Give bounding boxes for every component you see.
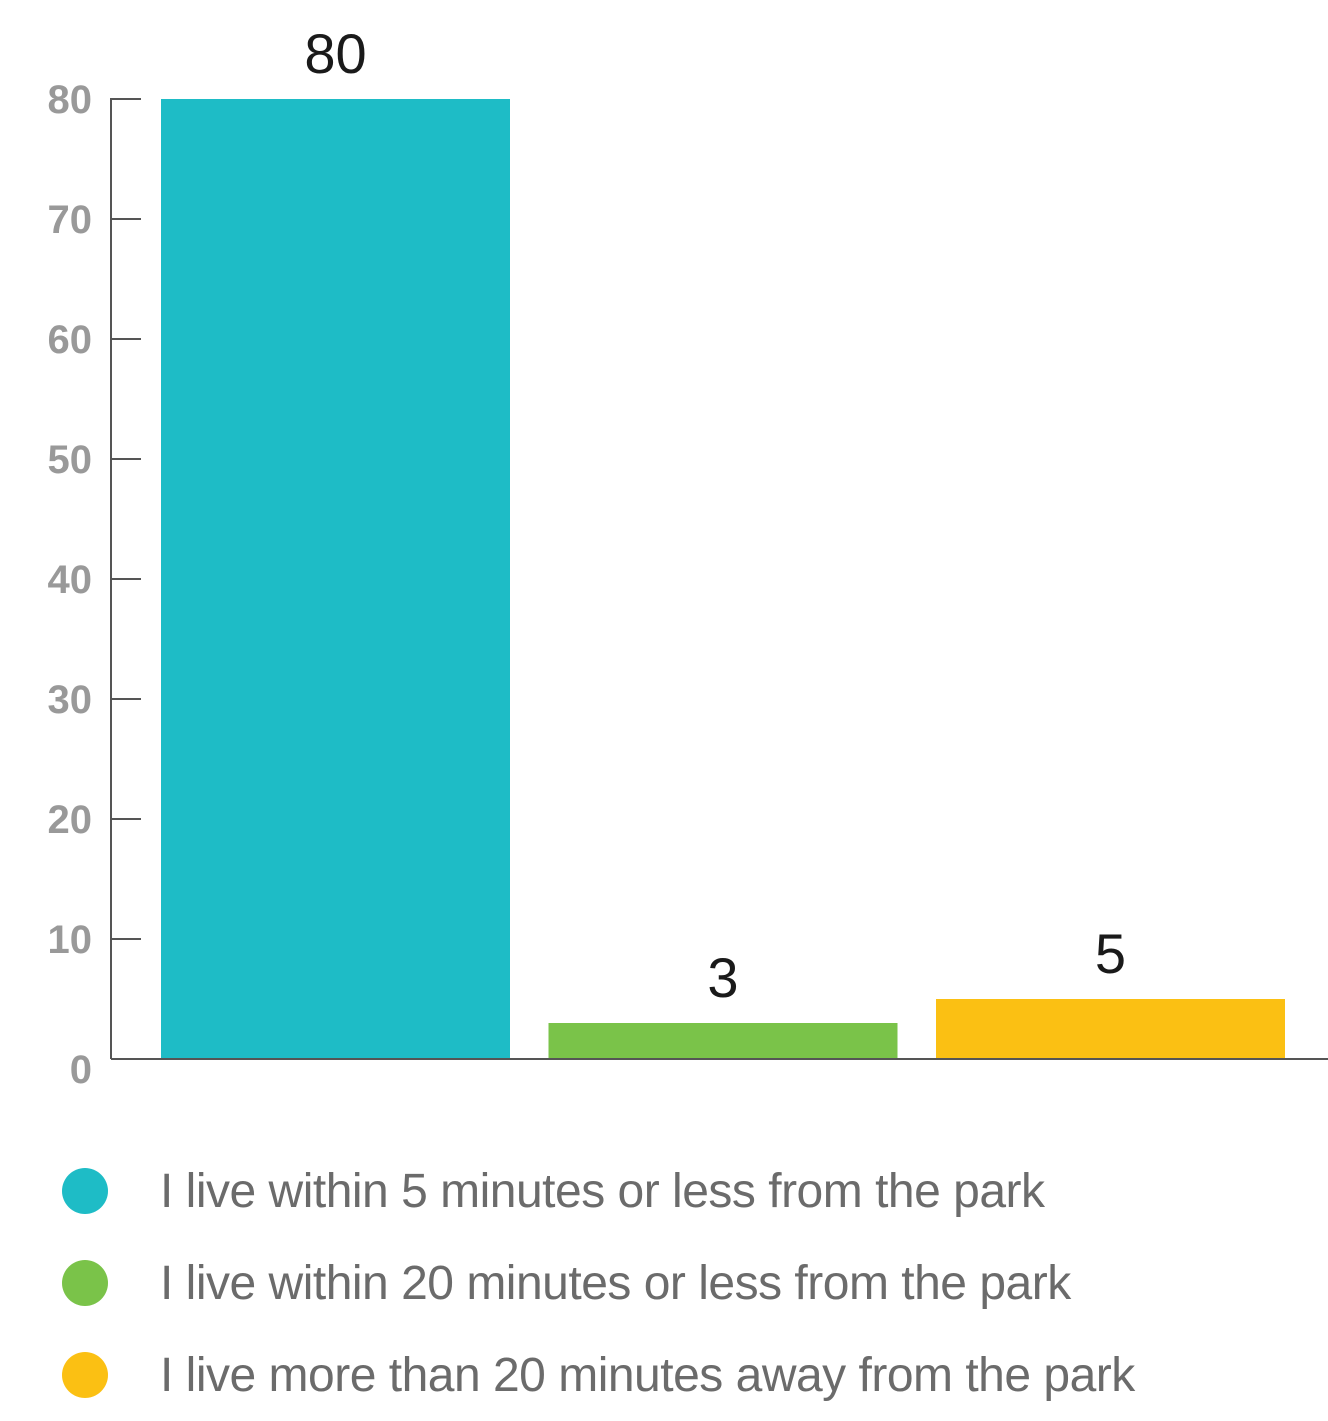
bar-value-label: 80 [304,22,366,85]
data-labels: 80 3 5 [304,22,1126,1009]
y-tick-label: 20 [48,798,93,842]
y-tick-label: 60 [48,318,93,362]
y-tick-label: 0 [70,1048,92,1092]
legend-label: I live more than 20 minutes away from th… [160,1348,1135,1402]
legend-swatch-circle [62,1352,108,1398]
y-axis-ticks: 0 10 20 30 40 50 60 70 80 [48,78,141,1092]
y-tick-label: 40 [48,558,93,602]
legend-swatch-circle [62,1168,108,1214]
y-tick-label: 70 [48,198,93,242]
legend-swatch-circle [62,1260,108,1306]
bar [936,999,1285,1059]
y-tick-label: 50 [48,438,93,482]
legend-item: I live within 5 minutes or less from the… [62,1145,1135,1237]
legend-item: I live more than 20 minutes away from th… [62,1329,1135,1421]
bar-value-label: 3 [707,946,738,1009]
legend-label: I live within 5 minutes or less from the… [160,1164,1045,1218]
bar [548,1023,898,1059]
bar-chart: 0 10 20 30 40 50 60 70 80 80 3 5 [48,22,1328,1092]
legend-item: I live within 20 minutes or less from th… [62,1237,1135,1329]
bar-value-label: 5 [1095,922,1126,985]
y-tick-label: 10 [48,918,93,962]
bar [161,99,510,1059]
y-tick-label: 30 [48,678,93,722]
bars [161,99,1285,1059]
y-tick-label: 80 [48,78,93,122]
legend-label: I live within 20 minutes or less from th… [160,1256,1071,1310]
legend: I live within 5 minutes or less from the… [62,1145,1135,1421]
